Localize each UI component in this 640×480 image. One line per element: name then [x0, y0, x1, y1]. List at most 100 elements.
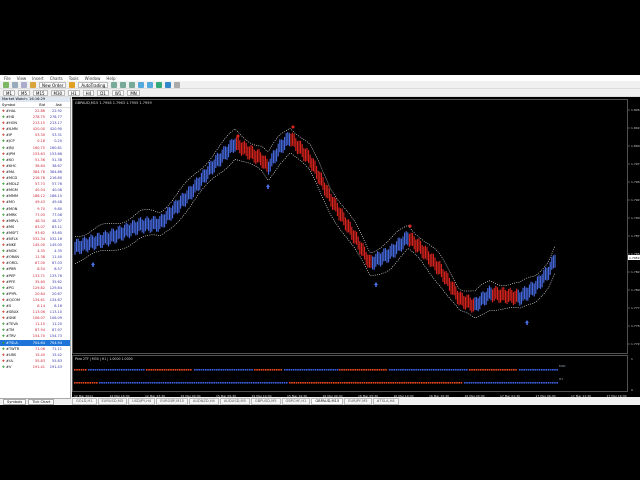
symbol-row[interactable]: ✚ #IP 53.30 53.31	[0, 132, 70, 138]
menu-charts[interactable]: Charts	[49, 75, 63, 81]
symbol-row[interactable]: ✚ #ORAN 11.38 11.40	[0, 254, 70, 260]
symbol-row[interactable]: ✚ #MMM 186.12 186.15	[0, 193, 70, 199]
symbol-row[interactable]: ✚ #NFLX 532.34 532.16	[0, 236, 70, 242]
timeframe-h4[interactable]: H4	[82, 89, 95, 96]
symbol-row[interactable]: ✚ #PG 129.82 129.84	[0, 285, 70, 291]
chart-tab[interactable]: GBPUSD,M5	[250, 397, 281, 405]
symbol-row[interactable]: ✚ #TEVA 11.15 11.20	[0, 321, 70, 327]
symbol-row[interactable]: ✚ #TM 87.94 87.97	[0, 327, 70, 333]
symbol-row[interactable]: ✚ #TRV 154.70 154.73	[0, 333, 70, 339]
indicator-dot	[519, 382, 521, 384]
symbol-row[interactable]: ✚ #JPM 153.63 153.66	[0, 151, 70, 157]
symbol-row[interactable]: ✚ #TSLA 704.64 704.94	[0, 339, 70, 346]
chart-tab[interactable]: #TSLA,H4	[372, 397, 399, 405]
chart-tab[interactable]: AUDNZD,H4	[188, 397, 219, 405]
candle-chart-icon[interactable]	[120, 81, 127, 88]
menu-tools[interactable]: Tools	[68, 75, 79, 81]
zoom-in-icon[interactable]	[138, 81, 145, 88]
symbol-row[interactable]: ✚ #MON 9.70 9.80	[0, 206, 70, 212]
timeframe-h1[interactable]: H1	[68, 89, 80, 96]
indicator-dot	[96, 369, 99, 371]
symbol-row[interactable]: ✚ #QCOM 134.61 134.67	[0, 297, 70, 303]
timeframe-d1[interactable]: D1	[97, 89, 109, 96]
symbol-row[interactable]: ✚ #MRK 77.05 77.06	[0, 212, 70, 218]
indicators-icon[interactable]	[156, 81, 163, 88]
menu-insert[interactable]: Insert	[32, 75, 44, 81]
symbol-row[interactable]: ✚ #MSFT 93.62 93.65	[0, 230, 70, 236]
symbol-row[interactable]: ✚ #PEP 133.71 133.76	[0, 273, 70, 279]
indicator-dot	[114, 382, 116, 384]
menu-file[interactable]: File	[4, 75, 11, 81]
timeframe-m30[interactable]: M30	[50, 89, 66, 96]
col-bid[interactable]: Bid	[39, 103, 45, 107]
symbol-row[interactable]: ✚ #V 191.41 191.43	[0, 364, 70, 370]
symbol-row[interactable]: ✚ #PFE 35.60 35.62	[0, 279, 70, 285]
symbol-row[interactable]: ✚ #MA 384.76 384.86	[0, 169, 70, 175]
symbol-row[interactable]: ✚ #MCD 216.78 216.80	[0, 175, 70, 181]
line-chart-icon[interactable]	[129, 81, 136, 88]
symbol-row[interactable]: ✚ #UBS 15.40 15.42	[0, 352, 70, 358]
symbol-row[interactable]: ✚ #MRVL 48.34 48.37	[0, 218, 70, 224]
profiles-icon[interactable]	[12, 81, 18, 88]
symbol-row[interactable]: ✚ #S 8.14 8.16	[0, 303, 70, 309]
indicator-dot	[352, 382, 355, 384]
chart-window[interactable]: GBPAUD,M15 1.7958 1.7963 1.7955 1.7959 P…	[72, 97, 640, 398]
timeframe-mn[interactable]: MN	[127, 89, 140, 96]
symbol-row[interactable]: ✚ #NOK 4.35 4.35	[0, 248, 70, 254]
symbol-row[interactable]: ✚ #NKE 145.00 145.05	[0, 242, 70, 248]
symbol-row[interactable]: ✚ #SBUX 113.06 113.10	[0, 309, 70, 315]
price-chart[interactable]: GBPAUD,M15 1.7958 1.7963 1.7955 1.7959 P…	[72, 97, 640, 398]
symbol-row[interactable]: ✚ #KO 51.36 51.38	[0, 157, 70, 163]
timeframe-w1[interactable]: W1	[111, 89, 125, 96]
chart-tab[interactable]: USDJPY,H4	[128, 397, 156, 405]
chart-tab[interactable]: GBPCHF,H1	[281, 397, 311, 405]
timeframe-m5[interactable]: M5	[18, 89, 30, 96]
symbol-row[interactable]: ✚ #KHC 38.64 38.67	[0, 163, 70, 169]
symbol-row[interactable]: ✚ #MDLZ 57.73 57.76	[0, 181, 70, 187]
templates-icon[interactable]	[174, 81, 181, 88]
symbol-row[interactable]: ✚ #ORCL 67.00 67.03	[0, 260, 70, 266]
symbol-row[interactable]: ✚ #PYPL 20.64 20.67	[0, 291, 70, 297]
symbol-row[interactable]: ✚ #JCP 0.18 0.20	[0, 138, 70, 144]
chart-tab[interactable]: EURJPY,M5	[344, 397, 372, 405]
navigator-icon[interactable]	[30, 81, 36, 88]
bar-chart-icon[interactable]	[111, 81, 118, 88]
chart-tab[interactable]: EURUSD,M5	[97, 397, 128, 405]
zoom-out-icon[interactable]	[147, 81, 154, 88]
symbol-row[interactable]: ✚ #JNJ 160.75 160.81	[0, 145, 70, 151]
tab-symbols[interactable]: Symbols	[3, 399, 27, 405]
symbol-row[interactable]: ✚ #ILMN 420.00 420.90	[0, 126, 70, 132]
tab-tick-chart[interactable]: Tick Chart	[28, 399, 55, 405]
symbol-row[interactable]: ✚ #UL 55.83 55.83	[0, 358, 70, 364]
symbol-row[interactable]: ✚ #SNE 106.07 106.09	[0, 315, 70, 321]
symbol-row[interactable]: ✚ #MS 83.07 83.11	[0, 224, 70, 230]
symbol-row[interactable]: ✚ #MO 49.43 49.48	[0, 199, 70, 205]
chart-tab[interactable]: AUDUSD,M5	[219, 397, 250, 405]
menu-view[interactable]: View	[16, 75, 27, 81]
metaeditor-icon[interactable]	[69, 81, 76, 88]
symbol-row[interactable]: ✚ #PBR 8.54 8.57	[0, 266, 70, 272]
menu-help[interactable]: Help	[106, 75, 116, 81]
col-ask[interactable]: Ask	[55, 103, 62, 107]
col-symbol[interactable]: Symbol	[2, 103, 16, 107]
symbol-row[interactable]: ✚ #HAL 22.86 22.92	[0, 108, 70, 114]
indicator-dot	[417, 369, 420, 371]
chart-tab[interactable]: GOLD,H1	[72, 397, 97, 405]
new-order-button[interactable]: New Order	[39, 81, 67, 88]
indicator-dot	[134, 369, 136, 371]
periods-icon[interactable]	[165, 81, 172, 88]
symbol-row[interactable]: ✚ #MGM 40.04 40.06	[0, 187, 70, 193]
new-chart-icon[interactable]	[3, 81, 9, 88]
menu-window[interactable]: Window	[84, 75, 101, 81]
symbol-row[interactable]: ✚ #HON 213.15 213.17	[0, 120, 70, 126]
indicator-dot	[470, 382, 473, 384]
autotrading-button[interactable]: AutoTrading	[78, 81, 109, 88]
indicator-dot	[330, 369, 332, 371]
chart-tab[interactable]: EURGBP,M15	[156, 397, 188, 405]
chart-tab[interactable]: GBPAUD,M15	[311, 397, 344, 405]
symbol-row[interactable]: ✚ #HD 278.75 278.77	[0, 114, 70, 120]
market-watch-icon[interactable]	[21, 81, 27, 88]
timeframe-m1[interactable]: M1	[3, 89, 15, 96]
symbol-row[interactable]: ✚ #TWTR 71.06 71.11	[0, 346, 70, 352]
timeframe-m15[interactable]: M15	[33, 89, 48, 96]
